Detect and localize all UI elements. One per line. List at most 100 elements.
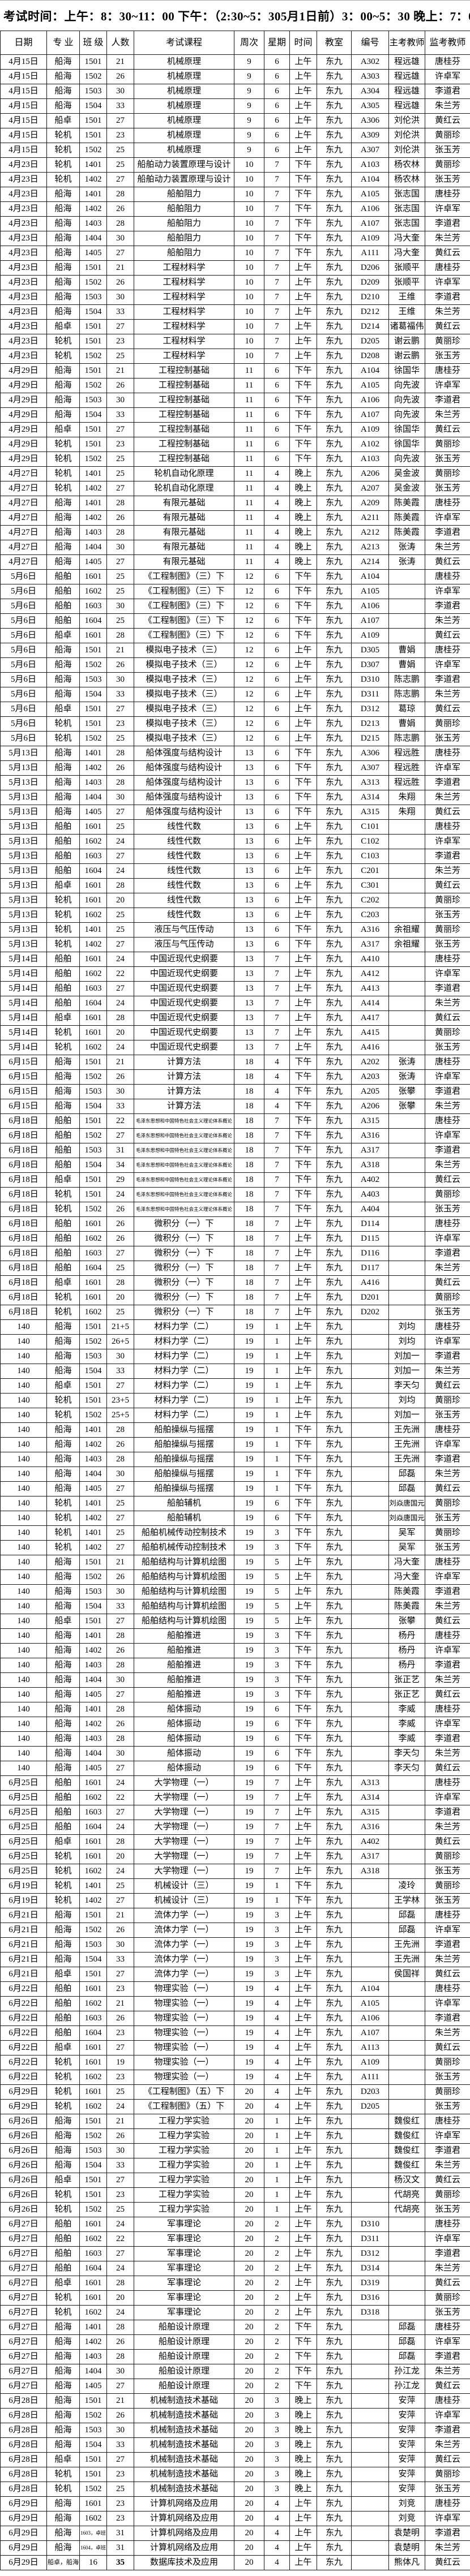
cell-major: 船卓 (46, 2173, 80, 2188)
cell-session: 上午 (289, 2276, 317, 2291)
cell-proctor: 黄丽珍 (425, 157, 470, 173)
cell-examiner: 张涛 (388, 1055, 425, 1070)
cell-week: 20 (234, 2334, 264, 2350)
cell-week: 20 (234, 2364, 264, 2379)
cell-room: A109 (351, 2055, 389, 2070)
cell-building: 东九 (317, 1849, 352, 1864)
cell-room (351, 1584, 389, 1599)
cell-proctor: 许卓军 (425, 1923, 470, 1938)
cell-major: 船海 (46, 687, 80, 702)
cell-date: 6月18日 (0, 1143, 47, 1158)
cell-building: 东九 (317, 760, 352, 776)
cell-date: 6月29日 (0, 2526, 47, 2541)
cell-examiner (388, 819, 425, 835)
table-row: 6月22日 轮机 1601 19 物理实验（一） 19 4 上午 东九 A109 黄丽珍 (0, 2055, 470, 2070)
cell-building: 东九 (317, 2496, 352, 2512)
cell-weekday: 6 (264, 849, 290, 864)
table-row: 4月23日 船海 1401 28 船舶阻力 10 7 下午 东九 A105 张志国 唐桂芬 (0, 187, 470, 202)
cell-week: 10 (234, 246, 264, 261)
cell-room: A103 (351, 157, 389, 173)
cell-course: 船舶设计原理 (134, 2334, 234, 2350)
cell-week: 20 (234, 2099, 264, 2114)
cell-room: C301 (351, 878, 389, 893)
cell-course: 工程力学实验 (134, 2202, 234, 2217)
cell-major: 船海 (46, 2320, 80, 2335)
cell-room: D201 (351, 1290, 389, 1305)
cell-major: 轮机 (46, 1525, 80, 1541)
cell-count: 27 (106, 2379, 134, 2394)
cell-week: 11 (234, 437, 264, 452)
cell-count: 21 (106, 1908, 134, 1923)
cell-date: 5月6日 (0, 687, 47, 702)
cell-date: 6月18日 (0, 1261, 47, 1276)
cell-proctor: 朱兰芳 (425, 2158, 470, 2173)
cell-course: 大学物理（一） (134, 1790, 234, 1805)
cell-week: 20 (234, 2379, 264, 2394)
cell-week: 20 (234, 2173, 264, 2188)
cell-room (351, 1893, 389, 1908)
cell-course: 船舶操纵与摇摆 (134, 1481, 234, 1496)
cell-weekday: 3 (264, 1658, 290, 1673)
cell-date: 140 (0, 1584, 47, 1599)
cell-examiner: 向先波 (388, 407, 425, 423)
cell-count: 27 (106, 2173, 134, 2188)
table-row: 6月21日 船海 1504 33 流体力学（一） 19 3 上午 东九 王先洲 朱兰芳 (0, 1952, 470, 1967)
cell-class: 1501 (79, 334, 107, 349)
cell-class: 1604 (79, 2261, 107, 2276)
cell-class: 1502 (79, 1334, 107, 1349)
cell-building: 东九 (317, 1055, 352, 1070)
cell-examiner (388, 1775, 425, 1791)
cell-building: 东九 (317, 540, 352, 555)
cell-session: 晚上 (289, 525, 317, 540)
cell-count: 24 (106, 1187, 134, 1202)
cell-week: 18 (234, 1158, 264, 1173)
cell-date: 6月28日 (0, 2467, 47, 2482)
cell-count: 27 (106, 1246, 134, 1261)
cell-weekday: 7 (264, 1864, 290, 1879)
cell-week: 19 (234, 2025, 264, 2041)
cell-count: 24 (106, 996, 134, 1011)
cell-room: A106 (351, 599, 389, 614)
cell-week: 9 (234, 69, 264, 84)
cell-major: 船卓 (46, 2452, 80, 2467)
cell-class: 1501 (79, 1555, 107, 1570)
cell-week: 13 (234, 893, 264, 908)
cell-count: 20 (106, 1025, 134, 1040)
cell-examiner: 刘伦洪 (388, 113, 425, 128)
cell-weekday: 7 (264, 1010, 290, 1026)
cell-examiner: 袁楚明 (388, 2540, 425, 2556)
cell-room: A105 (351, 1996, 389, 2011)
cell-date: 6月15日 (0, 1055, 47, 1070)
cell-proctor: 黄红云 (425, 1172, 470, 1188)
cell-course: 模拟电子技术（三） (134, 702, 234, 717)
table-row: 6月22日 轮机 1602 23 物理实验（一） 19 4 上午 东九 A111 张玉芳 (0, 2070, 470, 2085)
cell-major: 船卓 (46, 702, 80, 717)
table-row: 140 船海 1503 30 船舶结构与计算机绘图 19 5 上午 东九 陈美霞 李道君 (0, 1584, 470, 1599)
cell-weekday: 1 (264, 1378, 290, 1394)
cell-date: 140 (0, 1746, 47, 1761)
cell-room: D115 (351, 1231, 389, 1246)
cell-weekday: 4 (264, 2084, 290, 2100)
cell-proctor: 张玉芳 (425, 2070, 470, 2085)
cell-weekday: 3 (264, 1937, 290, 1953)
cell-date: 4月27日 (0, 510, 47, 526)
header-row: 日期专 业班 级人数 考试课程 周次 星期 时间 教室 编号 主考教师 监考教师 (0, 31, 470, 55)
cell-building: 东九 (317, 908, 352, 923)
cell-major: 船海 (46, 510, 80, 526)
cell-session: 上午 (289, 2290, 317, 2306)
cell-major: 船舶 (46, 1128, 80, 1143)
cell-count: 27 (106, 1481, 134, 1496)
cell-major: 船舶 (46, 2011, 80, 2026)
cell-building: 东九 (317, 481, 352, 496)
table-row: 140 船海 1504 33 船舶结构与计算机绘图 19 5 上午 东九 陈美霞 朱兰芳 (0, 1599, 470, 1614)
cell-count: 30 (106, 231, 134, 246)
cell-class: 1602 (79, 834, 107, 849)
cell-session: 上午 (289, 1290, 317, 1305)
cell-class: 1601 (79, 1981, 107, 1997)
cell-room (351, 2526, 389, 2541)
cell-date: 4月29日 (0, 451, 47, 467)
table-row: 6月18日 船舶 1504 34 毛泽东思想和中国特色社会主义理论体系概论 18 7 下午 东九… (0, 1158, 470, 1173)
cell-examiner: 李威 (388, 1731, 425, 1747)
cell-course: 船舶动力装置原理与设计 (134, 172, 234, 187)
cell-building: 东九 (317, 1246, 352, 1261)
